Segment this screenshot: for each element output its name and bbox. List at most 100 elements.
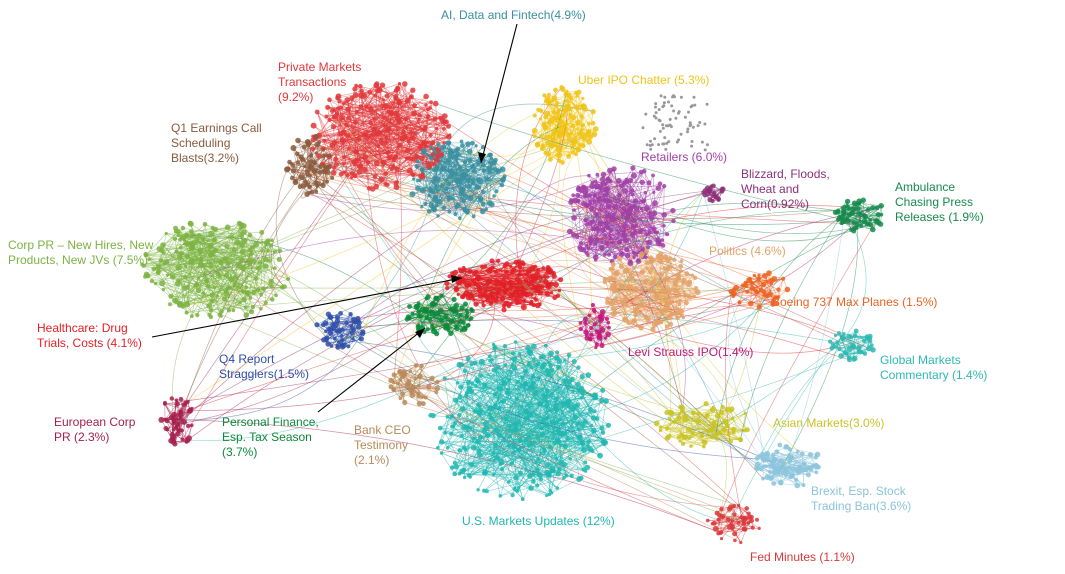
node-ai bbox=[484, 176, 491, 182]
edge-usmarkets bbox=[493, 344, 565, 434]
edge-personal bbox=[418, 311, 447, 326]
edge-usmarkets bbox=[567, 390, 603, 405]
edge-corppr bbox=[182, 237, 212, 311]
node-ai bbox=[467, 194, 474, 201]
node-ai bbox=[458, 216, 462, 221]
node-ai bbox=[471, 214, 476, 219]
edge-corppr bbox=[162, 283, 252, 313]
edge-private bbox=[333, 117, 405, 138]
node-private bbox=[381, 98, 385, 102]
node-ai bbox=[429, 189, 433, 194]
edge-uber bbox=[553, 98, 574, 146]
edge-retailers bbox=[602, 179, 628, 218]
edge-corppr bbox=[174, 233, 212, 301]
node-ai bbox=[475, 160, 481, 166]
edge-corppr bbox=[255, 278, 262, 295]
node-private bbox=[402, 81, 408, 87]
edge-usmarkets bbox=[495, 382, 505, 406]
node-ai bbox=[425, 153, 429, 157]
edge-retailers bbox=[587, 208, 642, 256]
edge-levi bbox=[580, 311, 595, 324]
node-private bbox=[339, 137, 346, 143]
edge-asian bbox=[689, 438, 705, 447]
edge-usmarkets bbox=[476, 379, 496, 406]
edge-retailers bbox=[592, 199, 605, 222]
edge-politics bbox=[613, 291, 653, 309]
edge-private bbox=[375, 100, 408, 187]
edge-corppr bbox=[178, 280, 209, 287]
edge-private bbox=[337, 89, 380, 99]
edge-usmarkets bbox=[500, 474, 541, 497]
edge-corppr bbox=[184, 243, 264, 290]
edge-usmarkets bbox=[590, 400, 607, 410]
edge-corppr bbox=[258, 242, 268, 269]
node-private bbox=[333, 156, 339, 162]
node-private bbox=[406, 167, 413, 174]
node-ai bbox=[444, 178, 448, 182]
edge-politics bbox=[683, 295, 686, 318]
edge-private bbox=[337, 97, 353, 174]
edge-ai bbox=[433, 187, 480, 209]
edge-retailers bbox=[603, 171, 642, 175]
edge-corppr bbox=[203, 238, 231, 289]
node-private bbox=[357, 164, 362, 170]
edge-brexit bbox=[786, 470, 804, 486]
edge-uber bbox=[554, 97, 583, 107]
node-ai bbox=[482, 168, 487, 173]
edge-usmarkets bbox=[470, 393, 497, 429]
node-ai bbox=[457, 165, 463, 170]
node-private bbox=[409, 130, 414, 135]
edge-private bbox=[374, 119, 420, 177]
edge-link-ambulance-asian bbox=[715, 203, 859, 435]
node-private bbox=[423, 93, 429, 100]
node-private bbox=[314, 109, 320, 115]
edge-asian bbox=[744, 413, 746, 431]
edge-retailers bbox=[588, 248, 613, 262]
node-ai bbox=[420, 205, 424, 209]
node-private bbox=[376, 144, 381, 149]
edge-usmarkets bbox=[478, 381, 569, 440]
edge-retailers bbox=[612, 190, 633, 220]
node-ai bbox=[460, 189, 466, 195]
node-ai bbox=[462, 207, 467, 213]
edge-usmarkets bbox=[487, 435, 537, 463]
node-ai bbox=[446, 196, 452, 202]
edge-q1 bbox=[297, 144, 318, 155]
node-private bbox=[340, 129, 347, 136]
node-ai bbox=[494, 189, 499, 194]
node-private bbox=[419, 155, 425, 161]
node-ai bbox=[443, 186, 449, 192]
edge-retailers bbox=[574, 200, 596, 260]
edge-private bbox=[329, 119, 409, 142]
node-ai bbox=[433, 197, 440, 204]
edge-ai bbox=[449, 170, 485, 199]
edge-brexit bbox=[766, 455, 790, 468]
node-ai bbox=[467, 157, 473, 163]
edge-usmarkets bbox=[451, 347, 496, 417]
node-ai bbox=[488, 169, 493, 174]
edge-private bbox=[404, 83, 412, 133]
node-ai bbox=[466, 177, 472, 183]
node-ai bbox=[409, 191, 416, 198]
edge-corppr bbox=[158, 238, 176, 272]
edge-usmarkets bbox=[468, 345, 506, 392]
node-private bbox=[442, 141, 447, 145]
node-private bbox=[310, 146, 316, 152]
edge-corppr bbox=[182, 237, 227, 294]
node-private bbox=[417, 117, 421, 121]
edge-politics bbox=[622, 267, 665, 287]
edge-usmarkets bbox=[444, 432, 465, 471]
node-private bbox=[430, 152, 436, 157]
node-private bbox=[422, 141, 427, 147]
edge-private bbox=[352, 173, 386, 185]
edge-private bbox=[346, 124, 439, 162]
node-private bbox=[409, 135, 414, 140]
edge-usmarkets bbox=[501, 386, 569, 470]
node-ai bbox=[466, 183, 472, 189]
edge-usmarkets bbox=[508, 410, 595, 447]
node-ai bbox=[434, 183, 438, 188]
node-private bbox=[331, 140, 338, 146]
edge-corppr bbox=[145, 233, 167, 256]
node-private bbox=[331, 115, 336, 120]
node-private bbox=[424, 103, 428, 107]
